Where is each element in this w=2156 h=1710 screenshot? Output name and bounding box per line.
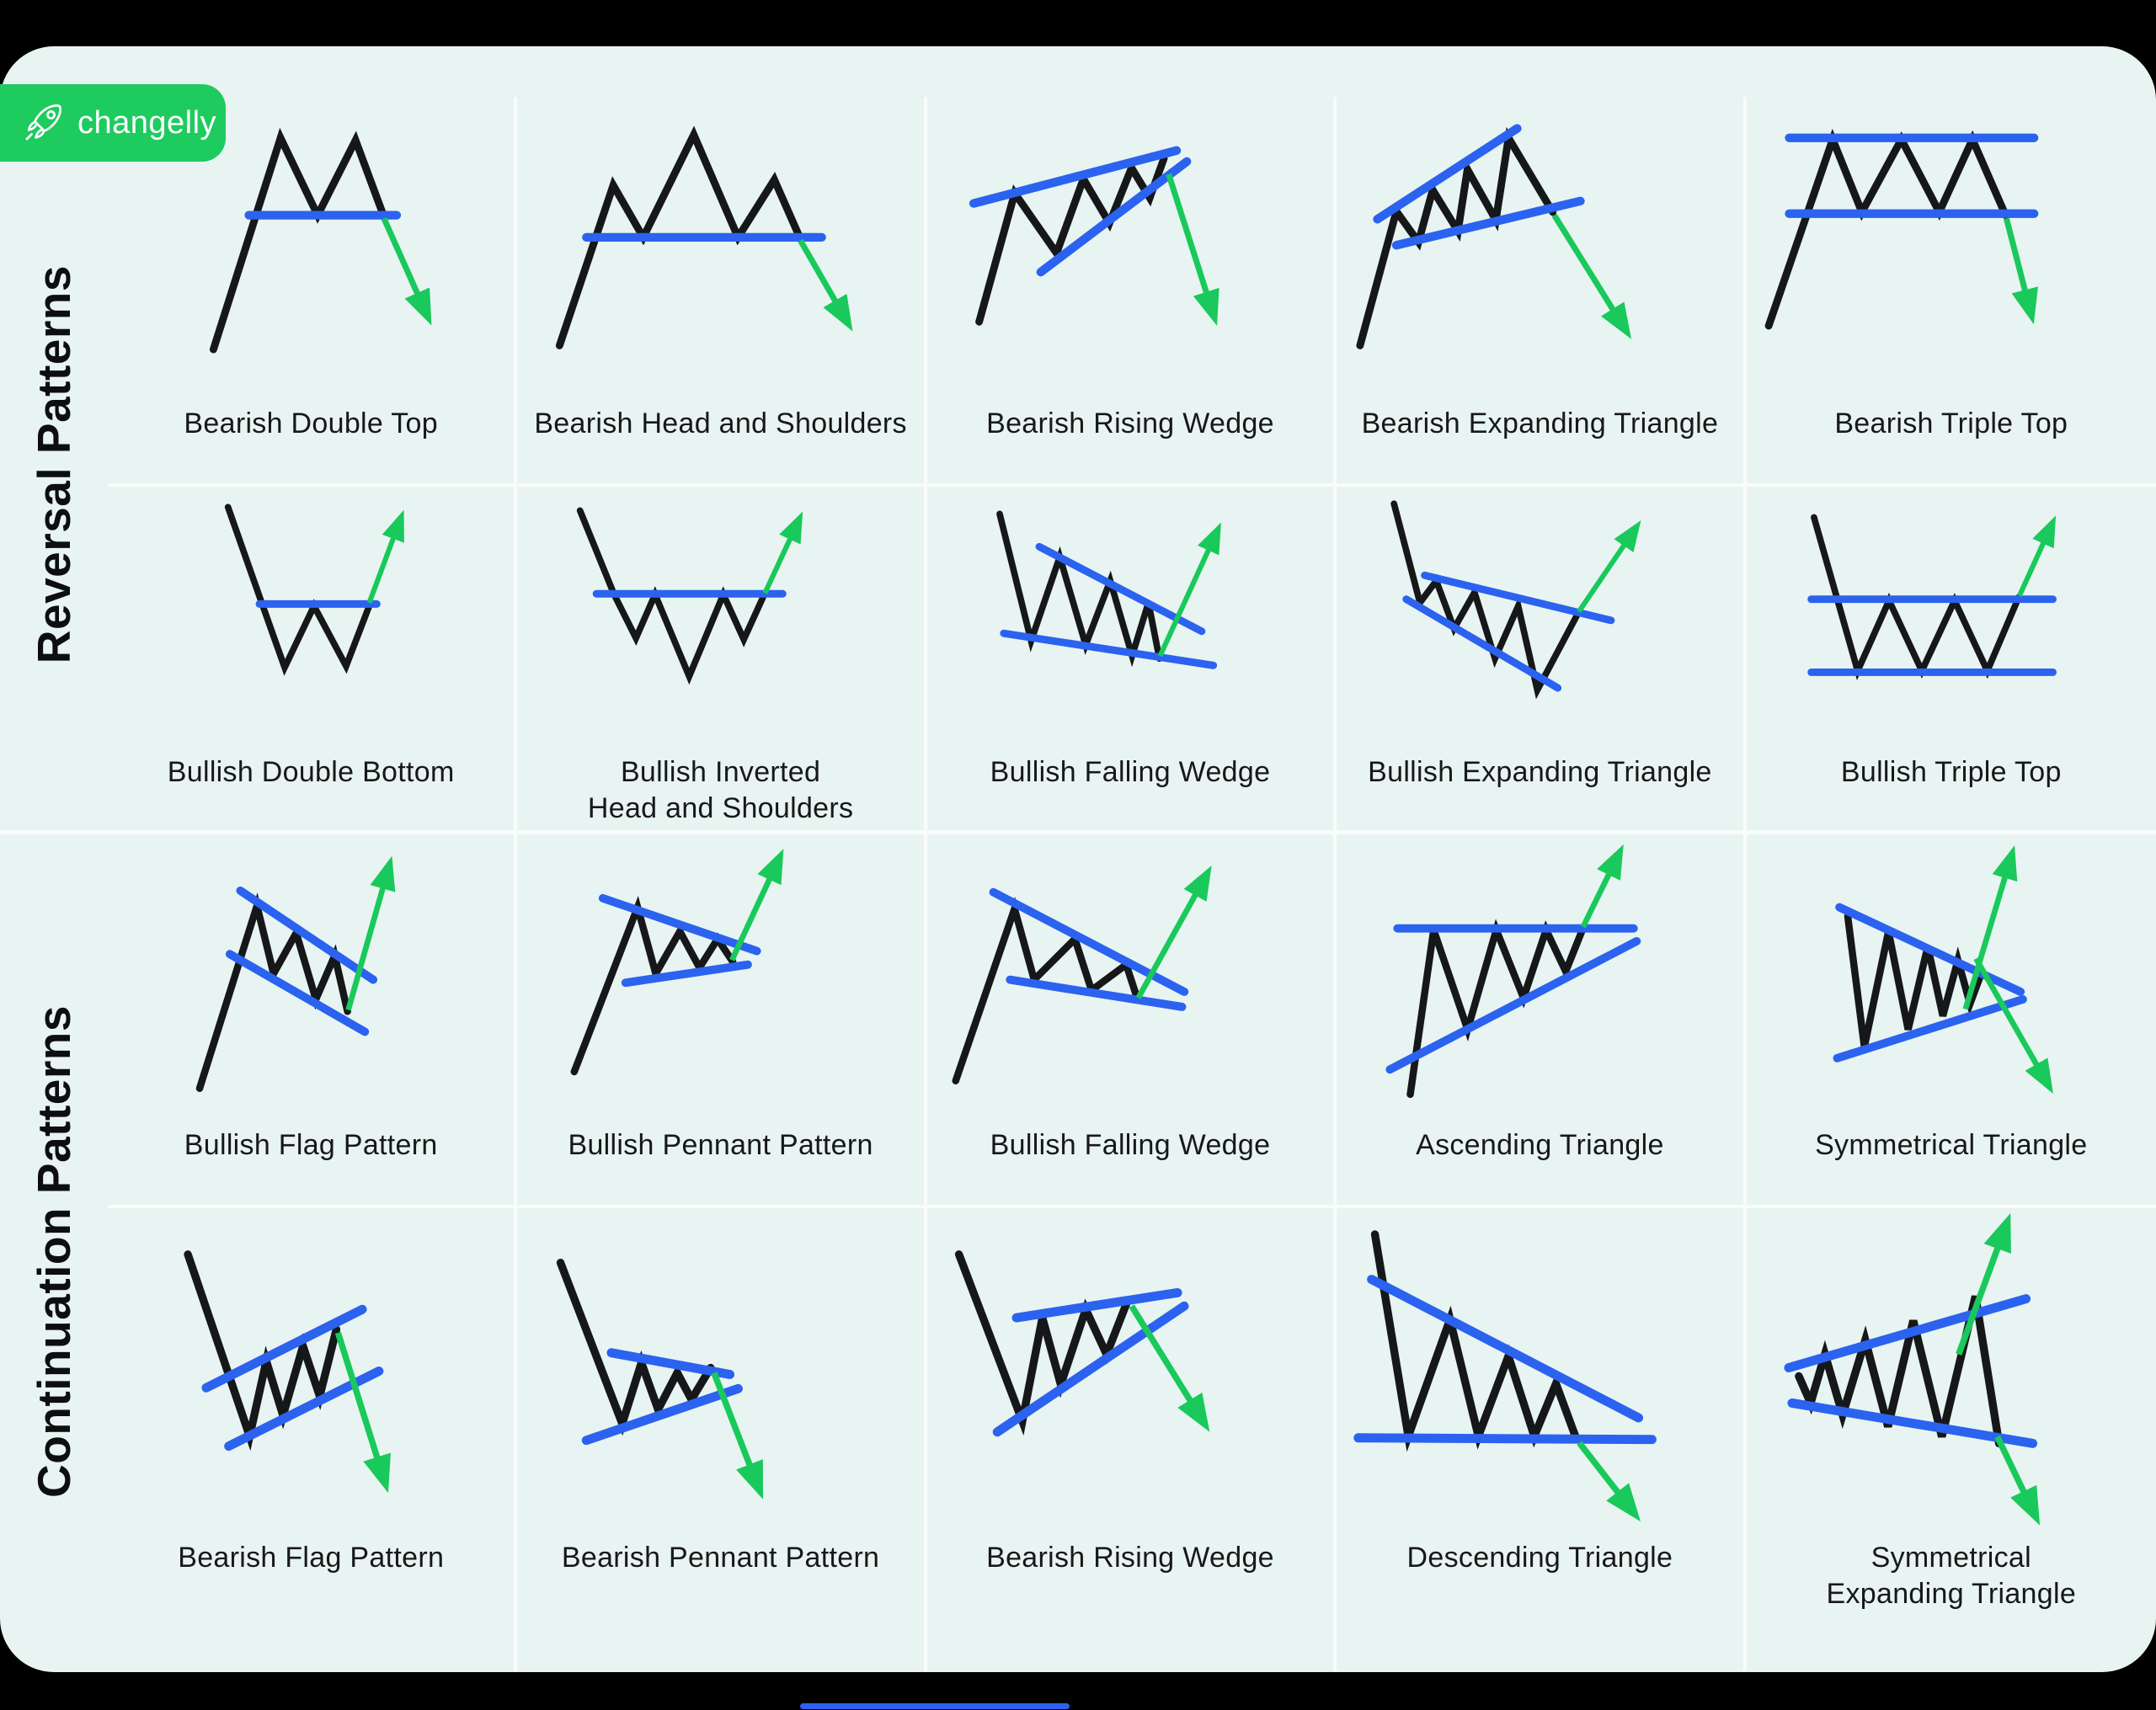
pattern-label: Bullish Flag Pattern bbox=[184, 1129, 438, 1161]
pattern-label: Ascending Triangle bbox=[1416, 1129, 1664, 1161]
pattern-cell-descending-triangle: Descending Triangle bbox=[1337, 1208, 1747, 1671]
pattern-label: Bearish Triple Top bbox=[1834, 408, 2068, 439]
pattern-cell-bullish-falling-wedge-2: Bullish Falling Wedge bbox=[926, 832, 1337, 1208]
pattern-label: Bearish Flag Pattern bbox=[178, 1542, 445, 1574]
pattern-diagram bbox=[108, 97, 514, 401]
symmetrical-triangle-diagram bbox=[1833, 845, 2053, 1095]
pattern-diagram bbox=[108, 832, 514, 1122]
pattern-diagram bbox=[927, 487, 1333, 749]
pattern-diagram bbox=[1337, 832, 1742, 1122]
pattern-label: Bullish Falling Wedge bbox=[990, 1129, 1271, 1161]
bearish-rising-wedge-2-diagram bbox=[954, 1250, 1210, 1437]
bullish-falling-wedge-2-diagram bbox=[952, 866, 1212, 1084]
bullish-inverted-head-and-shoulders-diagram bbox=[577, 507, 803, 685]
pattern-cell-bearish-flag: Bearish Flag Pattern bbox=[108, 1208, 518, 1671]
rocket-icon bbox=[25, 104, 61, 141]
pattern-cell-bearish-pennant: Bearish Pennant Pattern bbox=[517, 1208, 927, 1671]
pattern-cell-bullish-double-bottom: Bullish Double Bottom bbox=[108, 487, 518, 832]
bullish-double-bottom-diagram bbox=[224, 503, 404, 676]
pattern-diagram bbox=[927, 832, 1333, 1122]
pattern-label: Bullish Expanding Triangle bbox=[1368, 756, 1712, 788]
bullish-flag-diagram bbox=[195, 855, 396, 1092]
pattern-cell-bullish-triple-top: Bullish Triple Top bbox=[1747, 487, 2156, 832]
pattern-label: Descending Triangle bbox=[1406, 1542, 1673, 1574]
pattern-diagram bbox=[1337, 487, 1742, 749]
section-label-text: Continuation Patterns bbox=[28, 1005, 80, 1498]
pattern-cell-bearish-rising-wedge: Bearish Rising Wedge bbox=[926, 97, 1337, 487]
bearish-double-top-diagram bbox=[209, 127, 432, 354]
pattern-label: Bullish Inverted Head and Shoulders bbox=[587, 756, 854, 824]
patterns-grid: Reversal Patterns Continuation Patterns Be… bbox=[0, 97, 2156, 1671]
pattern-cell-ascending-triangle: Ascending Triangle bbox=[1337, 832, 1747, 1208]
symmetrical-expanding-triangle-diagram bbox=[1784, 1212, 2040, 1526]
bullish-pennant-diagram bbox=[570, 849, 784, 1076]
pattern-label: Bullish Falling Wedge bbox=[990, 756, 1271, 788]
pattern-diagram bbox=[1747, 832, 2156, 1122]
pattern-label: Bearish Head and Shoulders bbox=[534, 408, 907, 439]
pattern-cell-bearish-double-top: Bearish Double Top bbox=[108, 97, 518, 487]
pattern-diagram bbox=[517, 487, 923, 749]
pattern-label: Symmetrical Expanding Triangle bbox=[1826, 1542, 2077, 1610]
pattern-label: Bearish Double Top bbox=[184, 408, 438, 439]
pattern-cell-bearish-expanding-triangle: Bearish Expanding Triangle bbox=[1337, 97, 1747, 487]
pattern-diagram bbox=[1747, 97, 2156, 401]
pattern-label: Bearish Expanding Triangle bbox=[1361, 408, 1719, 439]
pattern-cell-bearish-rising-wedge-2: Bearish Rising Wedge bbox=[927, 1208, 1337, 1671]
bullish-triple-top-diagram bbox=[1806, 514, 2057, 681]
descending-triangle-diagram bbox=[1353, 1230, 1657, 1522]
pattern-label: Bearish Rising Wedge bbox=[986, 408, 1274, 439]
pattern-cell-symmetrical-expanding-triangle: Symmetrical Expanding Triangle bbox=[1747, 1208, 2156, 1671]
pattern-cell-bullish-falling-wedge: Bullish Falling Wedge bbox=[927, 487, 1337, 832]
pattern-diagram bbox=[517, 1208, 923, 1535]
bottom-blue-accent bbox=[800, 1703, 1070, 1709]
pattern-label: Bearish Rising Wedge bbox=[986, 1542, 1274, 1574]
bearish-rising-wedge-diagram bbox=[969, 146, 1219, 326]
changelly-logo: changelly bbox=[0, 84, 226, 162]
pattern-label: Bullish Triple Top bbox=[1840, 756, 2062, 788]
section-divider bbox=[0, 830, 2156, 834]
pattern-diagram bbox=[108, 1208, 514, 1535]
pattern-diagram bbox=[108, 487, 514, 749]
bearish-head-and-shoulders-diagram bbox=[556, 125, 853, 349]
bearish-triple-top-diagram bbox=[1764, 128, 2038, 330]
pattern-label: Symmetrical Triangle bbox=[1815, 1129, 2088, 1161]
pattern-label: Bullish Pennant Pattern bbox=[568, 1129, 873, 1161]
bullish-expanding-triangle-diagram bbox=[1390, 500, 1641, 700]
pattern-cell-symmetrical-triangle: Symmetrical Triangle bbox=[1746, 832, 2156, 1208]
bearish-expanding-triangle-diagram bbox=[1356, 124, 1632, 349]
pattern-cell-bullish-pennant: Bullish Pennant Pattern bbox=[517, 832, 927, 1208]
ascending-triangle-diagram bbox=[1385, 844, 1641, 1099]
logo-text: changelly bbox=[77, 104, 217, 141]
pattern-label: Bullish Double Bottom bbox=[167, 756, 455, 788]
section-label-text: Reversal Patterns bbox=[28, 264, 80, 664]
bearish-pennant-diagram bbox=[557, 1259, 764, 1500]
pattern-cell-bearish-triple-top: Bearish Triple Top bbox=[1746, 97, 2156, 487]
pattern-cell-bearish-head-and-shoulders: Bearish Head and Shoulders bbox=[517, 97, 927, 487]
mint-panel: changelly Reversal Patterns Continuation … bbox=[0, 46, 2156, 1672]
pattern-diagram bbox=[927, 97, 1333, 401]
pattern-diagram bbox=[517, 832, 923, 1122]
section-label-reversal: Reversal Patterns bbox=[0, 97, 108, 832]
pattern-cell-bullish-expanding-triangle: Bullish Expanding Triangle bbox=[1337, 487, 1747, 832]
pattern-diagram bbox=[1337, 1208, 1742, 1535]
pattern-diagram bbox=[1747, 1208, 2156, 1535]
pattern-diagram bbox=[927, 1208, 1333, 1535]
bullish-falling-wedge-diagram bbox=[995, 510, 1221, 669]
pattern-diagram bbox=[1337, 97, 1742, 401]
section-label-continuation: Continuation Patterns bbox=[0, 832, 108, 1671]
pattern-cell-bullish-inverted-head-and-shoulders: Bullish Inverted Head and Shoulders bbox=[517, 487, 927, 832]
pattern-diagram bbox=[517, 97, 923, 401]
pattern-label: Bearish Pennant Pattern bbox=[561, 1542, 880, 1574]
pattern-cell-bullish-flag: Bullish Flag Pattern bbox=[108, 832, 518, 1208]
pattern-diagram bbox=[1747, 487, 2156, 749]
bearish-flag-diagram bbox=[184, 1250, 391, 1494]
